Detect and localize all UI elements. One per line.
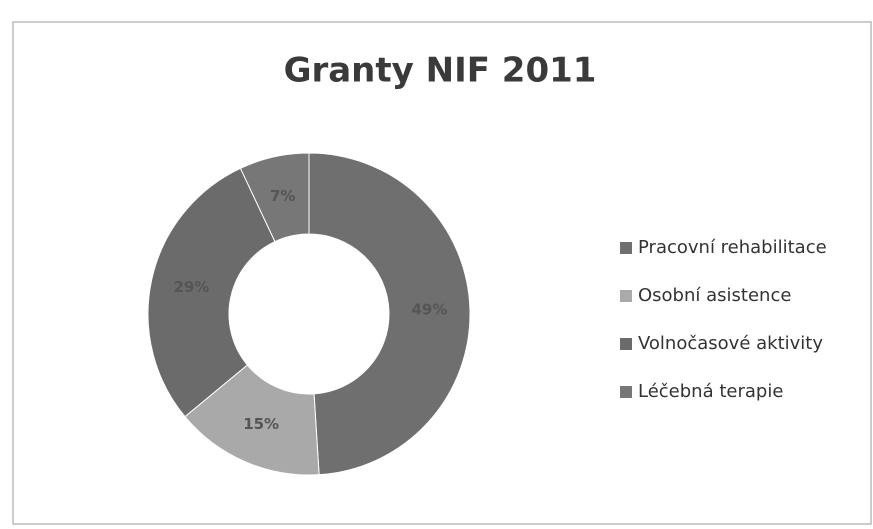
- data-label: 49%: [411, 301, 447, 319]
- legend-swatch: [620, 338, 632, 350]
- data-label: 7%: [270, 187, 295, 205]
- legend-label: Osobní asistence: [638, 285, 791, 306]
- legend-label: Léčebná terapie: [638, 381, 783, 402]
- legend-label: Volnočasové aktivity: [638, 333, 823, 354]
- data-label: 15%: [243, 415, 279, 433]
- donut-segment: [147, 167, 276, 418]
- legend-swatch: [620, 290, 632, 302]
- data-label: 29%: [173, 278, 209, 296]
- legend-swatch: [620, 242, 632, 254]
- donut-segment: [308, 152, 471, 476]
- chart-title: Granty NIF 2011: [284, 51, 597, 91]
- legend-swatch: [620, 386, 632, 398]
- donut-segment: [239, 152, 310, 243]
- legend-label: Pracovní rehabilitace: [638, 237, 827, 258]
